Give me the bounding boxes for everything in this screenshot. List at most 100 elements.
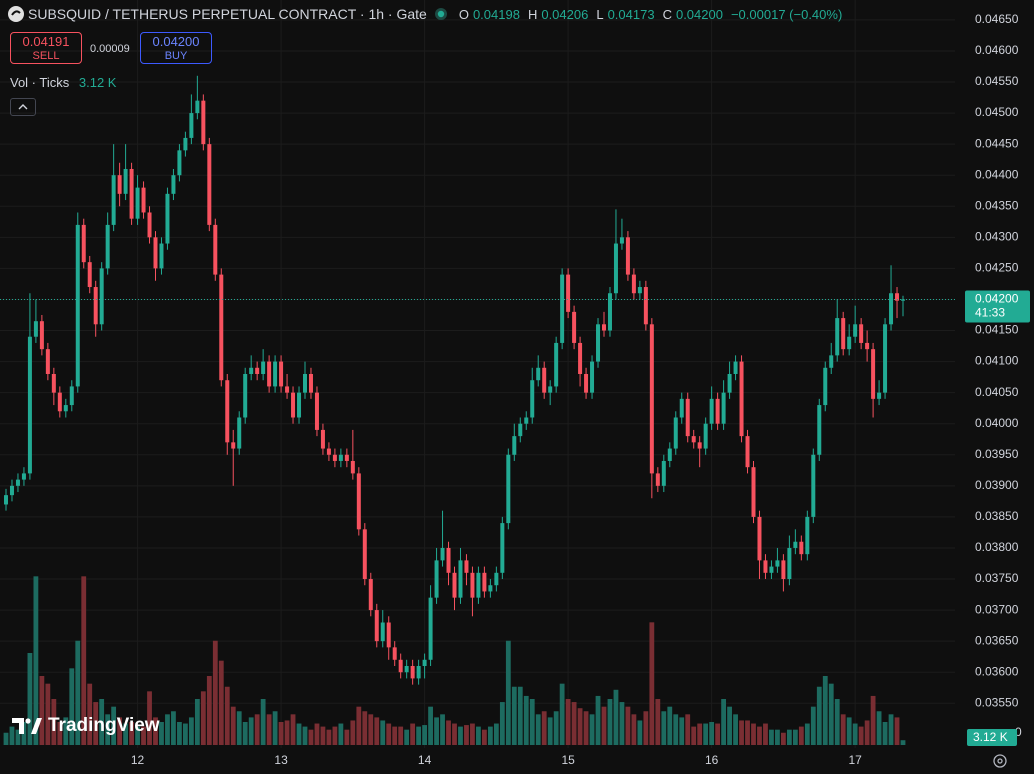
volume-bar: [751, 723, 756, 745]
volume-bar: [547, 717, 553, 745]
low-label: L: [596, 6, 604, 22]
y-tick-label: 0.04500: [975, 105, 1019, 119]
volume-bar: [248, 717, 254, 745]
candle-body: [452, 572, 457, 598]
y-tick-label: 0.04400: [975, 167, 1019, 181]
candle-body: [524, 417, 529, 424]
buy-price[interactable]: 0.04200: [152, 34, 200, 49]
volume-bar: [846, 717, 852, 745]
candle-body: [273, 361, 278, 387]
buy-label[interactable]: BUY: [164, 50, 188, 62]
volume-bar: [541, 711, 547, 745]
candle-body: [159, 243, 164, 269]
volume-bar: [876, 711, 882, 745]
volume-bar: [577, 708, 583, 745]
volume-bar: [57, 722, 63, 745]
sell-button[interactable]: 0.04191 SELL: [10, 32, 82, 64]
settings-gear[interactable]: [997, 758, 1003, 764]
y-tick-label: 0.03550: [975, 695, 1019, 709]
candle-body: [643, 287, 648, 325]
volume-bar: [667, 706, 673, 745]
volume-bar: [15, 729, 21, 745]
volume-bar: [631, 714, 637, 745]
chevron[interactable]: [18, 104, 28, 110]
candle-body: [560, 274, 565, 343]
candle-body: [111, 175, 116, 225]
candle-body: [153, 237, 158, 269]
candle-body: [201, 100, 206, 145]
volume-bar: [511, 686, 517, 745]
sell-price[interactable]: 0.04191: [22, 34, 70, 49]
volume-bar: [559, 683, 565, 745]
candle-body: [871, 349, 876, 399]
volume-bar: [183, 723, 188, 745]
candle-body: [219, 274, 224, 381]
volume-bar: [326, 729, 332, 745]
volume-bar: [302, 726, 308, 745]
collapse-icon[interactable]: [11, 99, 35, 115]
candle-body: [231, 442, 236, 449]
candle-body: [781, 560, 786, 580]
volume-bar: [266, 714, 272, 745]
candle-body: [554, 342, 559, 387]
candle-body: [261, 361, 266, 374]
candle-body: [883, 324, 888, 393]
candle-body: [207, 144, 212, 225]
volume-bar: [613, 689, 619, 745]
candle-body: [27, 336, 32, 474]
volume-bar: [290, 714, 296, 745]
volume-bar: [380, 720, 386, 745]
symbol-mark: [11, 10, 21, 16]
candle-body: [440, 547, 445, 561]
y-tick-label: 0.03650: [975, 633, 1019, 647]
volume-bar: [757, 726, 762, 745]
volume-bar: [362, 711, 368, 745]
candle-body: [344, 454, 349, 461]
y-tick-label: 0.04000: [975, 416, 1019, 430]
volume-bar: [141, 726, 146, 745]
y-tick-label: 0.04300: [975, 229, 1019, 243]
volume-bar: [852, 723, 858, 745]
volume-bar: [798, 726, 804, 745]
candle-body: [4, 495, 8, 505]
high-value: 0.04206: [541, 6, 589, 22]
volume-bar: [236, 711, 242, 745]
candle-body: [793, 541, 798, 548]
volume-bar: [452, 723, 457, 745]
volume-bar: [458, 726, 463, 745]
volume-bar: [69, 668, 75, 745]
volume-bar: [446, 720, 451, 745]
volume-bar: [786, 729, 792, 745]
volume-bar: [296, 723, 302, 745]
candle-body: [775, 560, 780, 567]
buy-button[interactable]: 0.04200 BUY: [140, 32, 212, 64]
candle-body: [428, 597, 433, 660]
candle-body: [518, 423, 523, 437]
candle-body: [607, 293, 612, 331]
volume-pane: [3, 576, 906, 745]
candle-body: [703, 423, 708, 449]
candle-body: [404, 665, 409, 673]
volume-bar: [123, 723, 128, 745]
settings-gear[interactable]: [993, 754, 1007, 768]
volume-bar: [589, 714, 595, 745]
volume-bar: [416, 726, 422, 745]
volume-bar: [828, 683, 834, 745]
sell-label[interactable]: SELL: [32, 50, 60, 62]
volume-bar: [655, 699, 661, 745]
settings-icon[interactable]: [993, 754, 1007, 768]
status-dot: [434, 8, 447, 20]
candle-body: [291, 392, 296, 418]
volume-bar: [661, 711, 667, 745]
volume-bar: [159, 722, 164, 745]
candle-body: [285, 386, 290, 393]
volume-bar: [105, 714, 111, 745]
volume-bar: [697, 723, 703, 745]
collapse-button[interactable]: [10, 98, 36, 116]
candle-body: [877, 392, 882, 399]
candle-body: [165, 193, 170, 244]
volume-tag-value: 3.12 K: [973, 730, 1008, 744]
candle-body: [33, 321, 38, 337]
y-tick-label: 0.04250: [975, 261, 1019, 275]
volume-bar: [571, 702, 577, 745]
